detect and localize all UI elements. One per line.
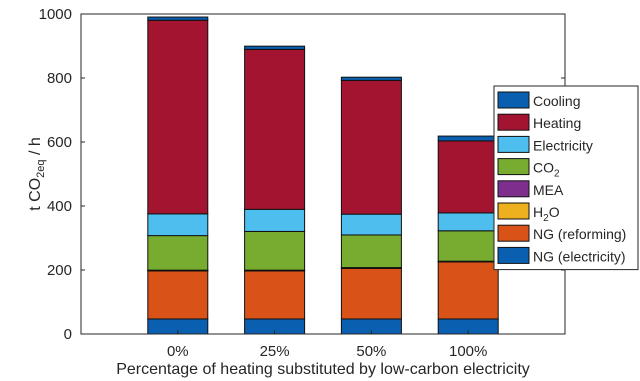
bar-segment-cooling-2	[340, 76, 402, 81]
legend-swatch-co	[497, 158, 530, 176]
bars-layer	[147, 16, 499, 335]
legend-label-mea: MEA	[533, 182, 564, 198]
legend-swatch-ng-electricity	[497, 246, 530, 264]
legend-swatch-h	[497, 202, 530, 220]
bar-segment-co-2	[340, 234, 402, 269]
bar-segment-co-1	[244, 230, 306, 271]
bar-segment-cooling-1	[244, 45, 306, 50]
bar-segment-heating-2	[340, 79, 402, 215]
bar-segment-heating-3	[437, 140, 499, 214]
bar-segment-ng-reforming-3	[437, 261, 499, 320]
legend-label-ng-electricity: NG (electricity)	[533, 248, 626, 264]
bar-segment-cooling-3	[437, 135, 499, 142]
legend-swatch-cooling	[497, 91, 530, 109]
y-axis-label-subscript: 2eq	[35, 159, 47, 177]
legend-swatch-mea	[497, 180, 530, 198]
x-tick-label: 100%	[449, 343, 487, 360]
ticks-layer: 0% 25% 50% 100% 0 200 400 600 800 1000	[39, 6, 565, 360]
x-axis-label: Percentage of heating substituted by low…	[116, 361, 530, 378]
bar-segment-ng-reforming-1	[244, 270, 306, 320]
bar-segment-cooling-0	[147, 16, 209, 21]
legend-swatch-heating	[497, 113, 530, 131]
bar-segment-heating-0	[147, 19, 209, 215]
x-tick-label: 50%	[356, 343, 386, 360]
legend-label-co: CO2	[533, 160, 560, 180]
x-tick-label: 0%	[167, 343, 189, 360]
bar-segment-ng-reforming-2	[340, 267, 402, 320]
y-tick-label: 800	[47, 70, 72, 87]
y-tick-label: 200	[47, 262, 72, 279]
legend-label-electricity: Electricity	[533, 137, 593, 153]
legend-swatch-electricity	[497, 135, 530, 153]
bar-segment-electricity-2	[340, 213, 402, 236]
y-axis-label: t CO2eq / h	[27, 137, 47, 210]
legend-label-ng-reforming: NG (reforming)	[533, 226, 626, 242]
legend-label-heating: Heating	[533, 115, 581, 131]
bar-segment-co-0	[147, 235, 209, 271]
y-axis-label-suffix: / h	[27, 137, 44, 159]
legend-label-h: H2O	[533, 204, 560, 224]
bar-segment-ng-reforming-0	[147, 270, 209, 320]
y-tick-label: 400	[47, 198, 72, 215]
y-tick-label: 600	[47, 134, 72, 151]
y-tick-label: 1000	[39, 6, 72, 23]
bar-segment-electricity-3	[437, 212, 499, 232]
bar-segment-electricity-1	[244, 208, 306, 232]
legend-label-cooling: Cooling	[533, 93, 580, 109]
y-axis-label-main: t CO	[27, 178, 44, 211]
legend: Cooling Heating Electricity CO2 MEA H2O NG (re…	[493, 85, 639, 271]
bar-segment-electricity-0	[147, 213, 209, 237]
bar-segment-co-3	[437, 230, 499, 262]
bar-segment-heating-1	[244, 48, 306, 210]
y-tick-label: 0	[64, 326, 72, 343]
legend-swatch-ng-reforming	[497, 224, 530, 242]
x-tick-label: 25%	[260, 343, 290, 360]
